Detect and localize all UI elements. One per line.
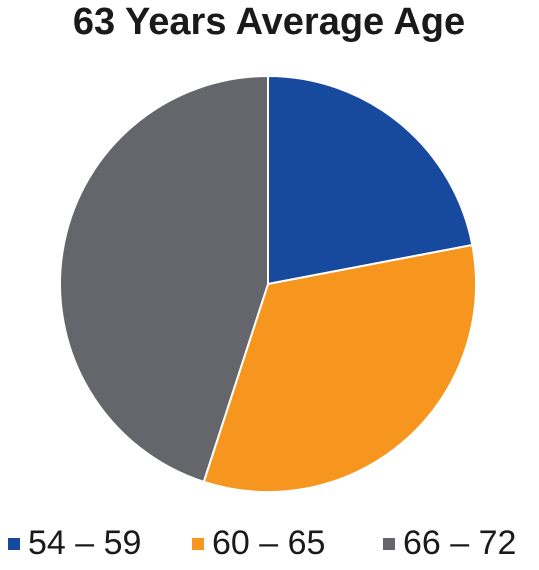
pie-slice <box>59 74 269 484</box>
legend-label: 60 – 65 <box>212 524 325 562</box>
pie-slice <box>267 74 474 286</box>
pie-slice <box>202 243 477 493</box>
legend-label: 66 – 72 <box>403 524 516 562</box>
legend-swatch <box>8 538 20 550</box>
legend-swatch <box>383 538 395 550</box>
chart-title: 63 Years Average Age <box>73 1 465 43</box>
legend-label: 54 – 59 <box>28 524 141 562</box>
legend-swatch <box>192 538 204 550</box>
